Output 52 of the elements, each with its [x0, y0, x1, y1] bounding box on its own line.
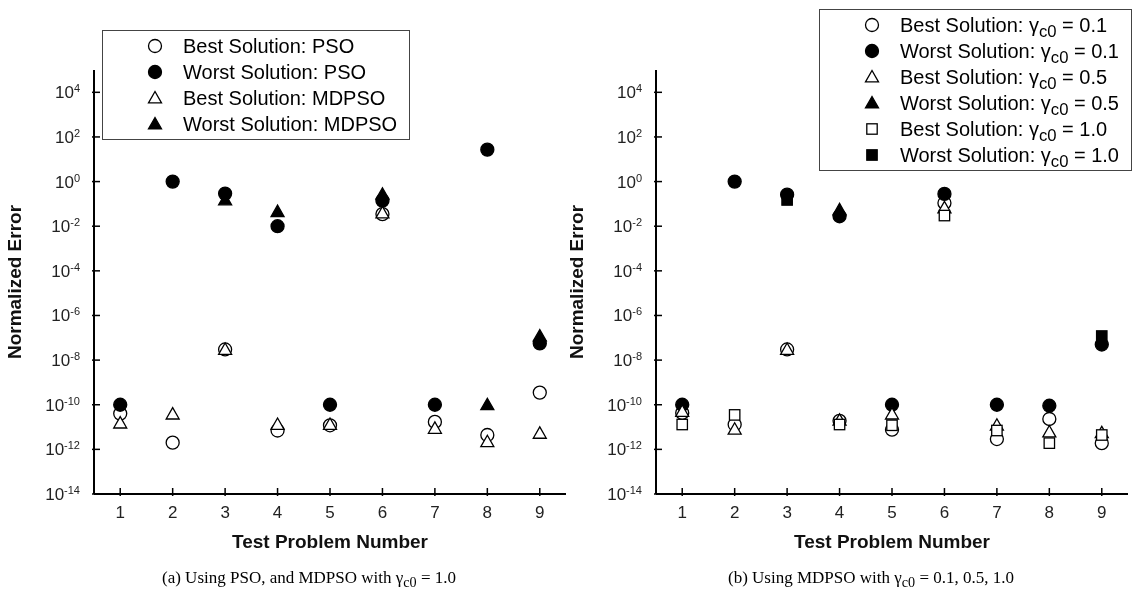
x-tick-label: 7 [992, 503, 1002, 522]
x-tick-label: 9 [1097, 503, 1107, 522]
y-tick-label: 10$^{-12}$ [45, 439, 80, 460]
y-tick-label: 10$^{-8}$ [613, 350, 642, 371]
legend-label: Best Solution: γ$_{c0}$ = 1.0 [899, 117, 1108, 145]
y-tick-label: 10$^{0}$ [54, 171, 80, 192]
x-tick-label: 4 [834, 503, 845, 522]
x-tick-label: 1 [677, 503, 687, 522]
y-tick-label: 10$^{-14}$ [45, 484, 80, 504]
y-tick-label: 10$^{-2}$ [613, 216, 642, 237]
x-tick-label: 9 [535, 503, 545, 522]
legend-label: Best Solution: PSO [183, 34, 355, 59]
y-tick-label: 10$^{-10}$ [607, 394, 642, 415]
x-tick-label: 5 [325, 503, 335, 522]
x-tick-label: 3 [220, 503, 230, 522]
y-tick-label: 10$^{2}$ [616, 126, 642, 147]
y-tick-label: 10$^{-14}$ [607, 484, 642, 504]
y-tick-label: 10$^{4}$ [616, 82, 642, 103]
x-tick-label: 4 [272, 503, 283, 522]
y-tick-label: 10$^{2}$ [54, 126, 80, 147]
text: (a) Using PSO, and MDPSO with γ$_{c0}$ = 1.0 [162, 568, 456, 591]
x-tick-label: 6 [939, 503, 950, 522]
legend-label: Worst Solution: γ$_{c0}$ = 1.0 [899, 143, 1119, 171]
legend-label: Worst Solution: γ$_{c0}$ = 0.5 [899, 91, 1119, 119]
x-tick-label: 3 [782, 503, 792, 522]
legend-label: Best Solution: γ$_{c0}$ = 0.5 [899, 65, 1108, 93]
y-tick-label: 10$^{-2}$ [51, 216, 80, 237]
x-axis-title: Test Problem Number [793, 531, 991, 552]
y-tick-label: 10$^{-6}$ [51, 305, 80, 326]
x-tick-label: 5 [887, 503, 897, 522]
y-tick-label: 10$^{-6}$ [613, 305, 642, 326]
y-tick-label: 10$^{-8}$ [51, 350, 80, 371]
x-tick-label: 7 [430, 503, 440, 522]
y-tick-label: 10$^{-4}$ [51, 260, 80, 281]
text: (b) Using MDPSO with γ$_{c0}$ = 0.1, 0.5, 1.0 [728, 568, 1014, 591]
legend-label: Best Solution: γ$_{c0}$ = 0.1 [899, 13, 1108, 41]
legend-label: Worst Solution: γ$_{c0}$ = 0.1 [899, 39, 1119, 67]
legend-label: Worst Solution: PSO [183, 60, 367, 85]
y-tick-label: 10$^{0}$ [616, 171, 642, 192]
y-tick-label: 10$^{-4}$ [613, 260, 642, 281]
x-axis-title: Test Problem Number [231, 531, 429, 552]
x-tick-label: 1 [115, 503, 125, 522]
legend-label: Worst Solution: MDPSO [183, 112, 398, 137]
x-tick-label: 2 [729, 503, 740, 522]
y-tick-label: 10$^{-10}$ [45, 394, 80, 415]
x-tick-label: 8 [1044, 503, 1055, 522]
y-tick-label: 10$^{4}$ [54, 82, 80, 103]
legend-label: Best Solution: MDPSO [183, 86, 386, 111]
y-tick-label: 10$^{-12}$ [607, 439, 642, 460]
x-tick-label: 8 [482, 503, 493, 522]
x-tick-label: 2 [167, 503, 178, 522]
x-tick-label: 6 [377, 503, 388, 522]
